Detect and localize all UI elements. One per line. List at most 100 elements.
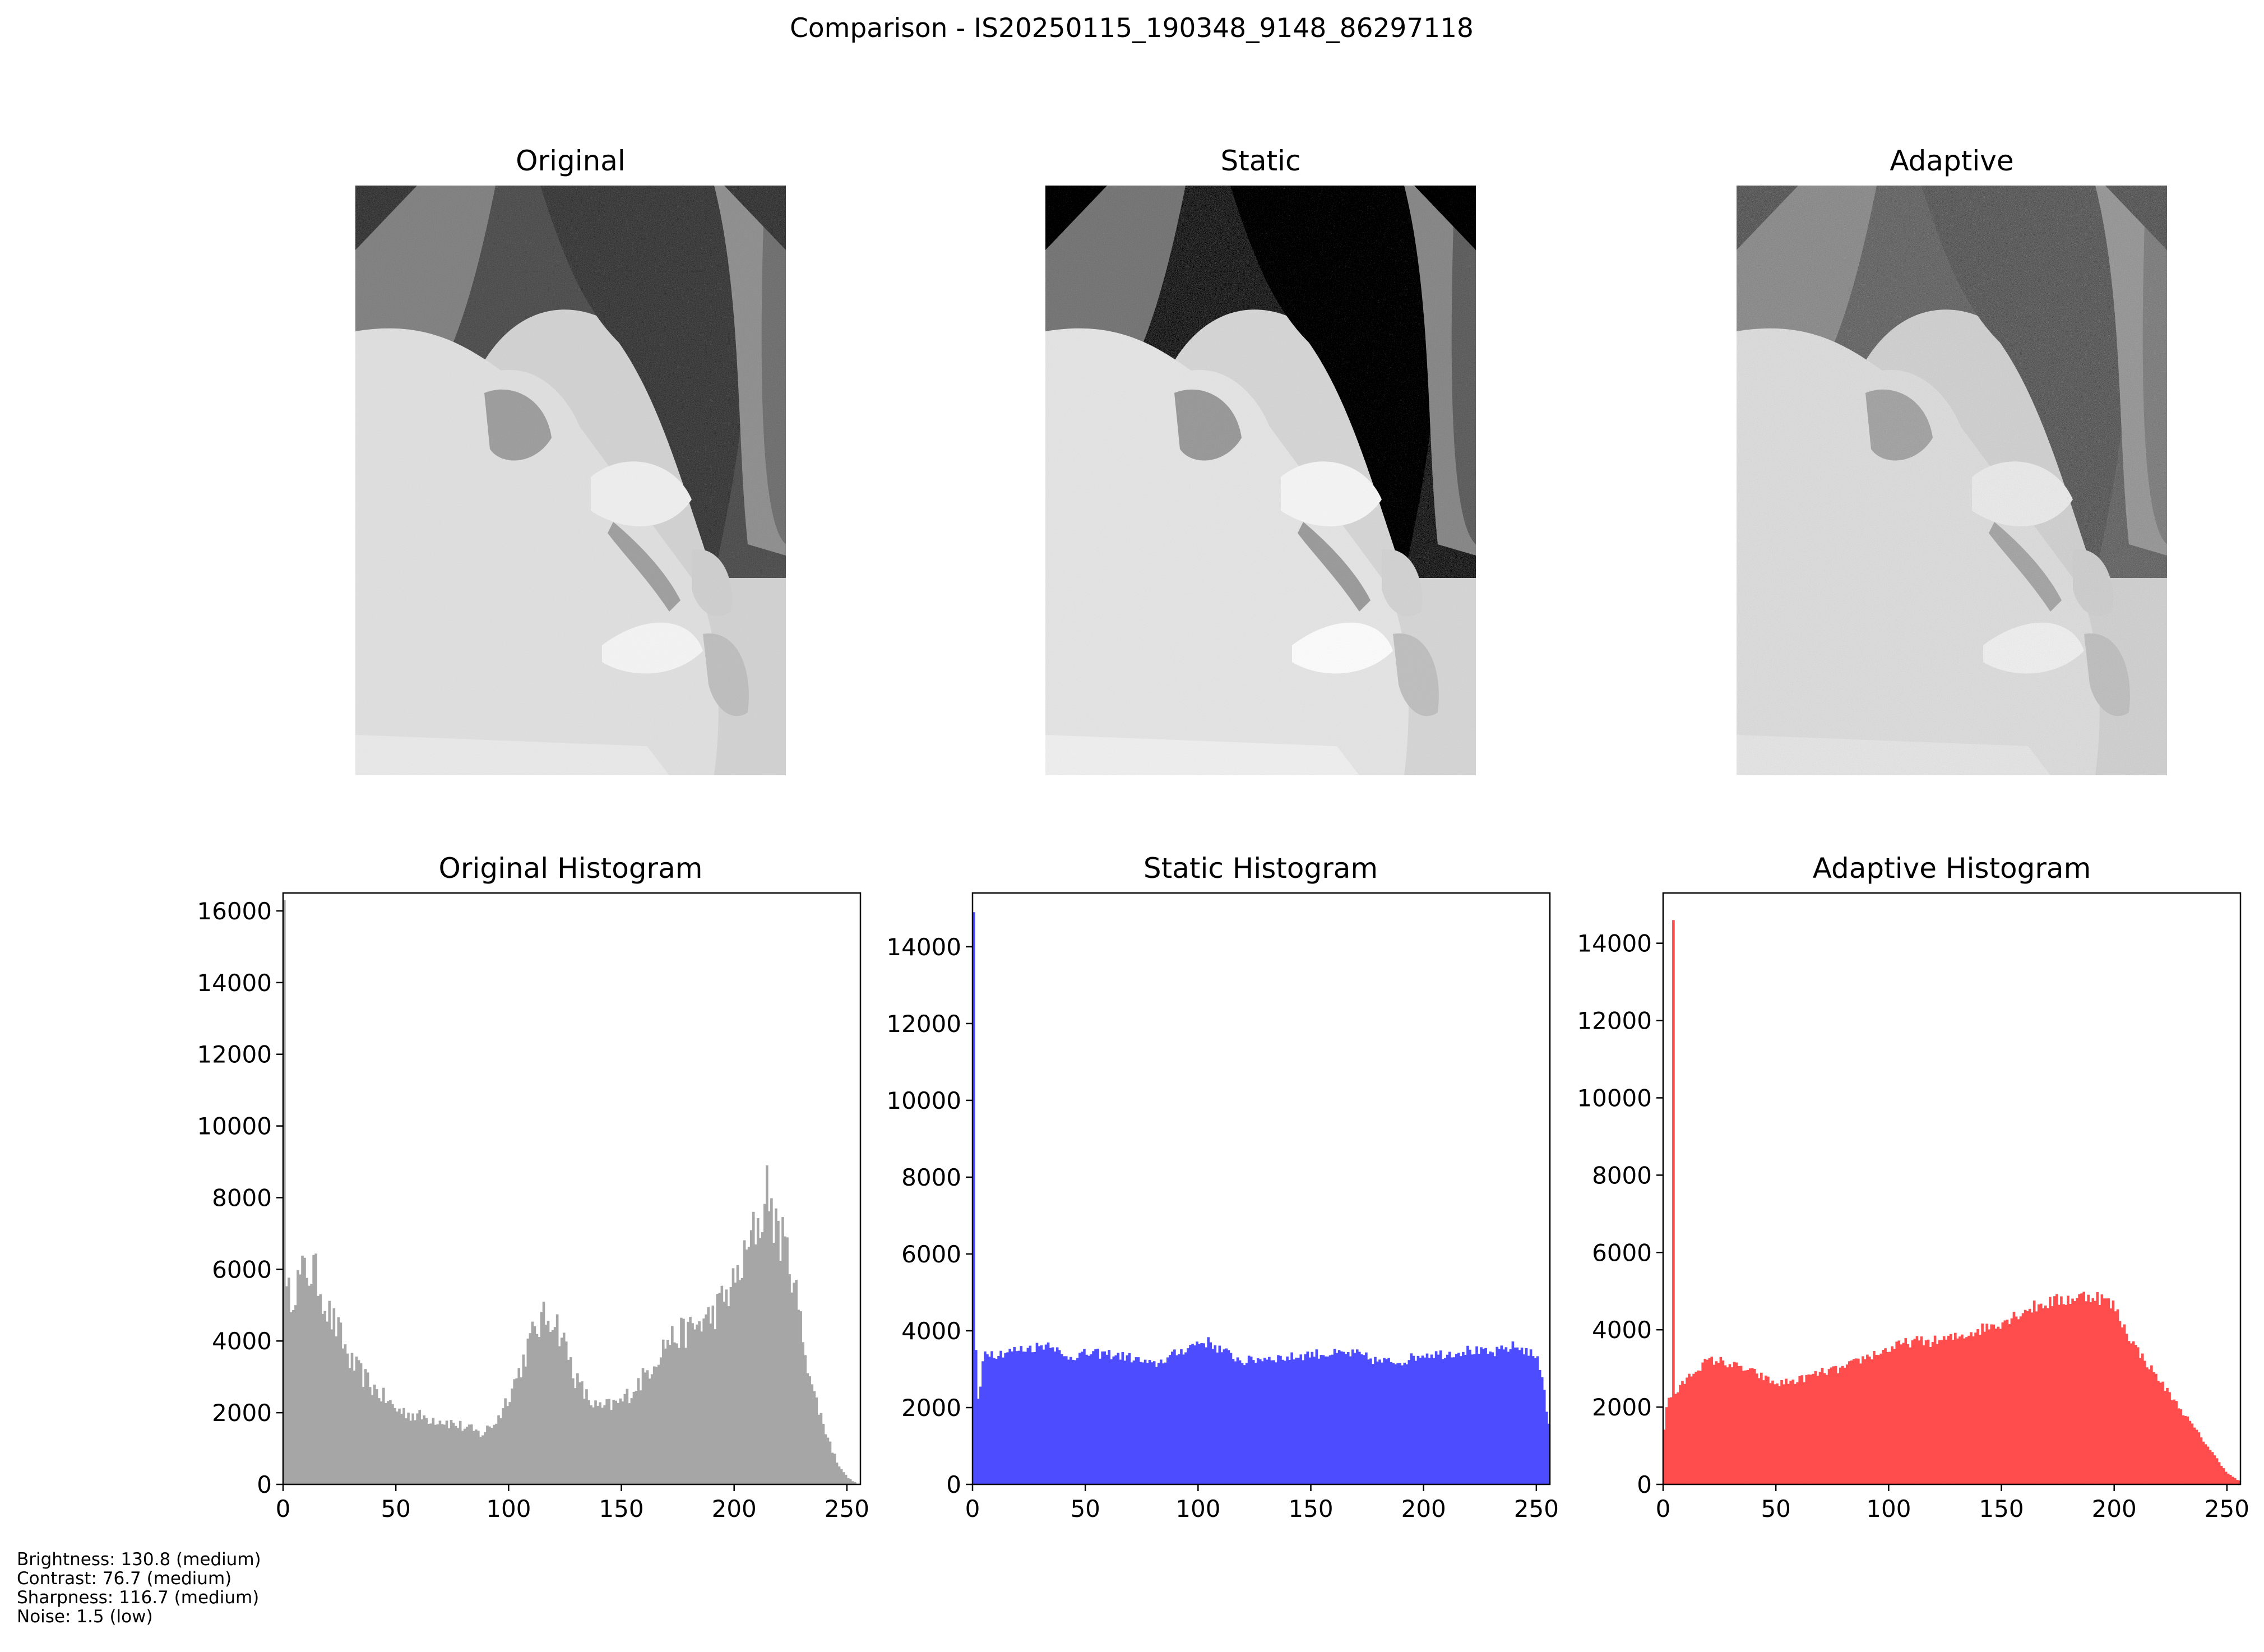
histogram-bar — [1238, 1360, 1242, 1484]
histogram-bar — [567, 1359, 570, 1484]
histogram-bar — [799, 1311, 802, 1484]
histogram-bar — [585, 1389, 588, 1484]
histogram-bar — [486, 1426, 489, 1484]
histogram-bar — [1396, 1363, 1400, 1484]
histogram-bar — [456, 1428, 460, 1484]
histogram-bar — [1507, 1352, 1510, 1484]
histogram-bar — [2206, 1446, 2210, 1484]
histogram-bar — [1042, 1349, 1045, 1484]
histogram-bar — [1708, 1358, 1711, 1484]
histogram-bar — [1753, 1368, 1756, 1484]
histogram-bar — [775, 1208, 777, 1484]
histogram-bar — [1884, 1348, 1887, 1484]
histogram-bar — [1739, 1366, 1743, 1484]
histogram-bar — [1002, 1357, 1004, 1484]
histogram-bar — [824, 1434, 827, 1484]
histogram-bar — [2114, 1311, 2117, 1484]
histogram-bar — [1976, 1329, 1979, 1484]
histogram-bar — [1924, 1340, 1928, 1484]
x-tick-label: 50 — [1070, 1495, 1100, 1523]
histogram-bar — [290, 1312, 293, 1484]
histogram-bar — [572, 1378, 575, 1484]
histogram-bar — [1985, 1324, 1988, 1484]
histogram-bar — [1979, 1335, 1981, 1484]
x-tick-label: 200 — [712, 1495, 757, 1523]
histogram-bar — [2170, 1400, 2173, 1484]
histogram-bar — [981, 1361, 984, 1484]
histogram-bar — [1886, 1352, 1889, 1484]
histogram-bar — [355, 1356, 358, 1484]
histogram-bar — [1096, 1348, 1099, 1484]
histogram-bar — [1478, 1354, 1480, 1484]
histogram-bar — [1392, 1363, 1395, 1484]
histogram-bar — [1360, 1354, 1363, 1484]
histogram-bar — [844, 1474, 848, 1484]
histogram-bar — [1317, 1358, 1321, 1484]
histogram-bar — [1376, 1361, 1379, 1484]
histogram-bar — [1155, 1367, 1158, 1484]
histogram-bar — [1871, 1359, 1873, 1484]
histogram-bar — [2049, 1297, 2052, 1484]
histogram-bar — [1008, 1349, 1011, 1484]
histogram-bar — [1902, 1343, 1905, 1484]
histogram-bar — [2182, 1415, 2185, 1484]
histogram-bar — [1663, 1429, 1666, 1484]
histogram-bar — [1674, 1394, 1677, 1484]
histogram-bar — [1970, 1332, 1973, 1484]
histogram-bar — [292, 1309, 295, 1484]
histogram-bar — [2030, 1312, 2034, 1484]
histogram-bar — [1029, 1345, 1032, 1484]
histogram-bar — [1128, 1353, 1131, 1484]
histogram-bar — [2204, 1444, 2207, 1484]
histogram-bar — [648, 1378, 651, 1484]
histogram-bar — [472, 1431, 475, 1484]
histogram-bar — [1031, 1352, 1034, 1484]
histogram-bar — [1231, 1359, 1235, 1484]
histogram-bar — [341, 1348, 345, 1484]
histogram-bar — [1857, 1358, 1860, 1484]
histogram-bar — [1315, 1349, 1318, 1484]
histogram-bar — [1699, 1371, 1702, 1484]
histogram-bar — [1529, 1349, 1533, 1484]
histogram-bar — [1399, 1363, 1402, 1484]
histogram-bar — [705, 1314, 707, 1484]
histogram-bar — [288, 1278, 290, 1484]
histogram-bar — [1525, 1348, 1528, 1484]
histogram-bar — [583, 1399, 586, 1484]
histogram-bar — [1074, 1360, 1077, 1484]
histogram-bar — [1796, 1382, 1799, 1484]
histogram-bar — [1175, 1355, 1178, 1484]
x-tick-label: 0 — [1656, 1495, 1671, 1523]
histogram-bar — [1929, 1346, 1932, 1484]
histogram-bar — [1013, 1347, 1016, 1484]
histogram-bar — [1915, 1336, 1919, 1484]
histogram-bar — [1879, 1353, 1882, 1484]
histogram-bar — [1110, 1359, 1113, 1484]
histogram-bar — [1473, 1354, 1476, 1484]
histogram-bar — [599, 1402, 601, 1484]
histogram-bar — [1184, 1352, 1187, 1484]
histogram-bar — [1092, 1351, 1095, 1484]
histogram-bar — [308, 1285, 311, 1484]
histogram-bar — [1416, 1355, 1420, 1484]
histogram-bar — [1757, 1378, 1761, 1484]
histogram-bar — [743, 1240, 746, 1484]
histogram-bar — [610, 1410, 613, 1484]
figure-suptitle: Comparison - IS20250115_190348_9148_8629… — [790, 13, 1474, 44]
histogram-bar — [461, 1431, 464, 1484]
histogram-bar — [574, 1388, 577, 1484]
y-tick-label: 8000 — [212, 1184, 272, 1211]
histogram-bar — [2173, 1399, 2175, 1484]
histogram-bar — [1909, 1347, 1912, 1484]
histogram-bar — [508, 1402, 511, 1484]
histogram-bar — [1748, 1368, 1752, 1484]
histogram-bar — [549, 1332, 552, 1484]
histogram-bar — [1123, 1361, 1127, 1484]
histogram-bar — [2082, 1292, 2085, 1484]
histogram-bar — [1843, 1367, 1846, 1484]
histogram-bar — [562, 1332, 566, 1484]
y-tick-label: 0 — [946, 1471, 961, 1498]
histogram-bar — [411, 1413, 414, 1484]
histogram-bar — [833, 1454, 836, 1484]
histogram-bar — [1464, 1355, 1467, 1484]
